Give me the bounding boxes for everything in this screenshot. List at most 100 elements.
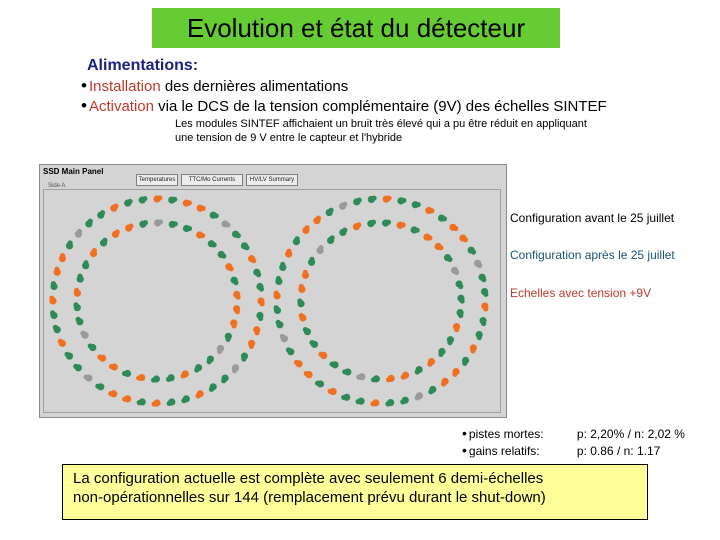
ladder-module[interactable] [285,347,295,356]
ladder-module[interactable] [122,395,132,403]
ladder-module[interactable] [327,387,337,396]
ladder-module[interactable] [121,369,132,378]
ladder-module[interactable] [437,214,448,222]
ladder-module[interactable] [240,242,250,251]
ladder-module[interactable] [253,268,262,278]
ladder-module[interactable] [452,367,460,377]
ladder-module[interactable] [221,220,231,228]
ladder-module[interactable] [208,383,217,392]
ladder-module[interactable] [396,221,406,229]
ladder-module[interactable] [196,231,206,239]
ladder-module[interactable] [49,310,58,320]
ladder-module[interactable] [73,302,81,312]
ladder-module[interactable] [76,273,84,283]
ladder-module[interactable] [97,354,107,362]
ladder-module[interactable] [469,344,477,354]
ladder-module[interactable] [309,340,319,348]
ladder-module[interactable] [97,210,106,219]
ladder-module[interactable] [339,227,348,237]
ladder-module[interactable] [341,393,351,401]
ladder-module[interactable] [316,245,324,255]
ladder-module[interactable] [231,230,241,239]
ladder-module[interactable] [292,236,301,246]
ladder-module[interactable] [248,339,256,349]
ladder-module[interactable] [95,383,105,391]
ladder-module[interactable] [182,199,192,207]
ladder-module[interactable] [181,395,190,404]
ladder-module[interactable] [385,398,395,407]
ladder-module[interactable] [273,305,282,315]
ladder-module[interactable] [329,361,339,369]
ladder-module[interactable] [452,323,461,333]
ladder-module[interactable] [480,287,489,297]
ladder-module[interactable] [478,273,487,283]
temperatures-button[interactable]: Temperatures [136,174,178,186]
ladder-module[interactable] [74,228,83,238]
ladder-module[interactable] [180,370,189,379]
ladder-module[interactable] [414,392,424,401]
ladder-module[interactable] [411,201,421,209]
ladder-module[interactable] [58,253,66,263]
ladder-module[interactable] [382,219,392,227]
ladder-module[interactable] [313,215,322,225]
ladder-module[interactable] [224,332,232,342]
ladder-module[interactable] [196,204,206,212]
ladder-module[interactable] [279,333,288,343]
ladder-module[interactable] [475,330,483,341]
ladder-module[interactable] [166,398,176,407]
ladder-module[interactable] [168,220,178,229]
ladder-module[interactable] [73,287,81,297]
ladder-module[interactable] [216,344,225,354]
ladder-module[interactable] [481,302,489,312]
ladder-module[interactable] [154,219,164,227]
ladder-module[interactable] [65,240,74,250]
ladder-module[interactable] [275,319,284,329]
ladder-module[interactable] [165,374,175,382]
ladder-module[interactable] [82,260,90,270]
ladder-module[interactable] [400,396,409,405]
ladder-module[interactable] [80,330,89,339]
ladder-module[interactable] [111,229,120,238]
ladder-module[interactable] [303,370,313,379]
ladder-module[interactable] [427,357,436,367]
ladder-module[interactable] [83,374,93,382]
ladder-module[interactable] [425,206,435,215]
ladder-module[interactable] [89,248,98,258]
ladder-module[interactable] [400,371,410,380]
ladder-module[interactable] [326,235,335,245]
ladder-module[interactable] [318,351,328,360]
ladder-module[interactable] [397,197,407,205]
ladder-module[interactable] [438,347,446,357]
ladder-module[interactable] [87,343,97,352]
ladder-module[interactable] [52,324,61,334]
ladder-module[interactable] [367,195,377,204]
ladder-module[interactable] [298,283,306,293]
ladder-module[interactable] [136,398,146,406]
ladder-module[interactable] [240,352,249,362]
ladder-module[interactable] [139,220,149,228]
ladder-module[interactable] [342,368,352,376]
ladder-module[interactable] [151,399,161,407]
ladder-module[interactable] [253,326,261,336]
ladder-module[interactable] [233,290,241,300]
ladder-module[interactable] [221,374,229,384]
ladder-module[interactable] [440,377,449,387]
hvlv-summary-button[interactable]: HV/LV Summary [246,174,298,186]
ladder-module[interactable] [275,275,283,286]
ladder-module[interactable] [301,269,310,279]
ladder-module[interactable] [195,390,204,399]
ladder-module[interactable] [136,373,146,382]
ladder-module[interactable] [428,385,437,395]
ladder-module[interactable] [434,242,444,251]
ladder-module[interactable] [450,266,460,276]
ladder-module[interactable] [370,375,380,383]
ladder-module[interactable] [194,364,203,373]
ladder-module[interactable] [302,326,312,336]
ladder-module[interactable] [273,290,281,300]
ladder-module[interactable] [455,280,464,290]
ladder-module[interactable] [456,309,464,319]
ladder-module[interactable] [443,254,453,262]
ladder-module[interactable] [367,219,377,228]
ladder-module[interactable] [307,256,316,266]
ladder-module[interactable] [168,196,178,204]
